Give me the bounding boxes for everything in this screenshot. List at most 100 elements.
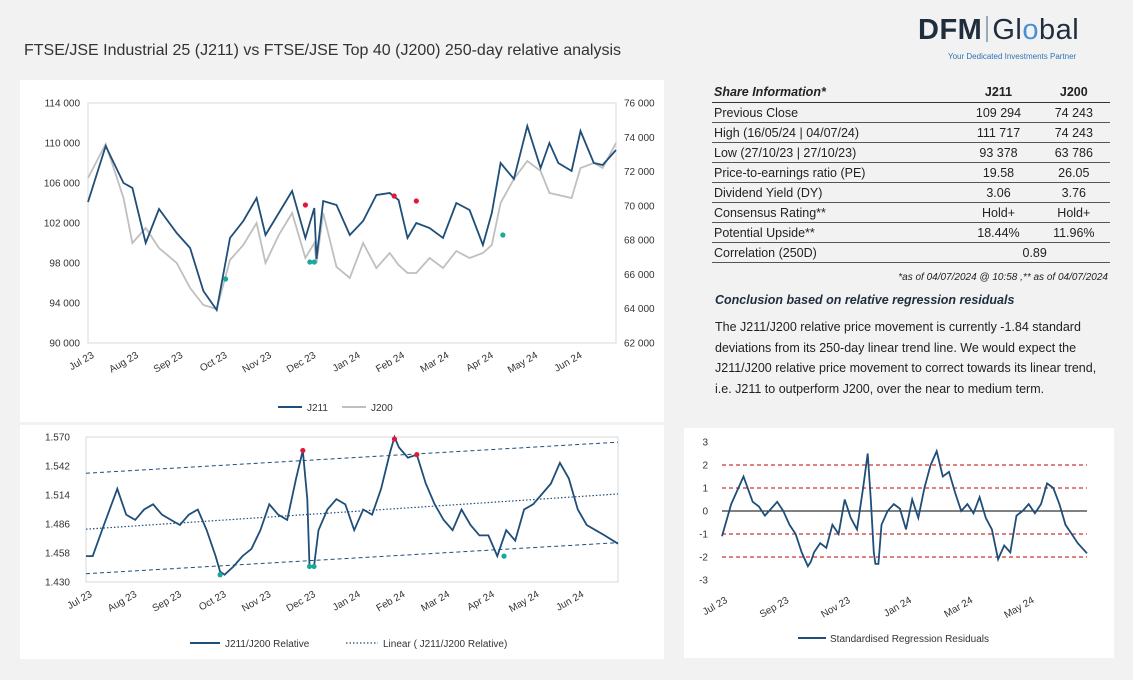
x-tick-label: Mar 24 <box>943 595 976 620</box>
row-j211-value: 111 717 <box>959 122 1038 143</box>
x-tick-label: Apr 24 <box>466 589 497 613</box>
share-information-table: Share Information* J211 J200 Previous Cl… <box>712 84 1110 263</box>
row-j211-value: 18.44% <box>959 222 1038 243</box>
x-tick-label: May 24 <box>507 589 541 615</box>
y-tick-label: -1 <box>699 530 708 541</box>
x-tick-label: Jun 24 <box>554 589 586 614</box>
row-label: Low (27/10/23 | 27/10/23) <box>712 142 960 163</box>
x-tick-label: Mar 24 <box>419 350 452 375</box>
y-right-tick-label: 70 000 <box>624 201 655 212</box>
x-tick-label: Nov 23 <box>819 595 852 621</box>
x-tick-label: Nov 23 <box>241 350 274 376</box>
x-tick-label: Jul 23 <box>66 589 95 612</box>
price-chart: 90 000 94 000 98 000 102 000 106 000 110 000 1… <box>20 80 664 422</box>
x-tick-label: Dec 23 <box>285 350 318 376</box>
y-tick-label: 1.458 <box>45 549 70 560</box>
x-tick-label: Sep 23 <box>151 589 184 615</box>
row-label: Price-to-earnings ratio (PE) <box>712 162 960 183</box>
series-line-j200 <box>87 141 617 311</box>
low-marker <box>501 553 507 559</box>
logo-tagline: Your Dedicated Investments Partner <box>948 52 1077 61</box>
table-row: Previous Close 109 294 74 243 <box>712 102 1110 123</box>
low-marker <box>500 232 506 238</box>
x-tick-label: Jan 24 <box>882 595 914 620</box>
y-tick-label: 1.570 <box>45 433 70 444</box>
x-tick-label: Aug 23 <box>108 350 141 376</box>
x-tick-label: May 24 <box>506 350 540 376</box>
x-tick-label: Jan 24 <box>331 589 363 614</box>
table-row: Low (27/10/23 | 27/10/23) 93 378 63 786 <box>712 142 1110 163</box>
y-tick-label: 1.514 <box>45 491 70 502</box>
row-j200-value: 11.96% <box>1037 222 1110 243</box>
low-marker <box>311 563 317 570</box>
x-tick-label: Apr 24 <box>464 350 495 374</box>
legend-label-relative: J211/J200 Relative <box>225 639 310 650</box>
high-marker <box>414 452 420 458</box>
y-tick-label: 0 <box>702 507 708 518</box>
high-marker <box>391 436 398 442</box>
row-label: Consensus Rating** <box>712 202 960 223</box>
y-tick-label: 3 <box>702 438 708 449</box>
low-marker <box>307 259 313 265</box>
x-tick-label: Sep 23 <box>758 595 791 621</box>
row-j211-value: 3.06 <box>959 182 1038 203</box>
row-j200-value: 26.05 <box>1037 162 1110 183</box>
y-left-tick-label: 90 000 <box>49 339 80 350</box>
legend-label-j200: J200 <box>371 403 393 414</box>
y-right-tick-label: 72 000 <box>624 167 655 178</box>
y-tick-label: 1.430 <box>45 578 70 589</box>
page-title: FTSE/JSE Industrial 25 (J211) vs FTSE/JS… <box>24 42 621 59</box>
x-tick-label: Aug 23 <box>106 589 139 615</box>
y-tick-label: -3 <box>699 576 708 587</box>
x-tick-label: Mar 24 <box>419 589 452 614</box>
row-j200-value: 63 786 <box>1037 142 1110 163</box>
row-label: Dividend Yield (DY) <box>712 182 960 203</box>
linear-trend-line <box>85 493 619 530</box>
series-line-j211 <box>87 122 617 313</box>
dfm-global-logo: DFM Global Your Dedicated Investments Par… <box>918 14 1080 61</box>
y-left-tick-label: 114 000 <box>45 99 81 110</box>
x-tick-label: Sep 23 <box>152 350 185 376</box>
low-marker <box>311 259 317 265</box>
table-row-correlation: Correlation (250D) 0.89 <box>712 242 1110 263</box>
high-marker <box>413 198 419 204</box>
y-tick-label: -2 <box>699 553 708 564</box>
y-tick-label: 1.486 <box>45 520 70 531</box>
high-marker <box>300 447 306 454</box>
row-label: Previous Close <box>712 102 960 123</box>
row-j200-value: 74 243 <box>1037 122 1110 143</box>
y-right-tick-label: 68 000 <box>624 236 655 247</box>
table-row: Potential Upside** 18.44% 11.96% <box>712 222 1110 243</box>
legend: J211/J200 Relative Linear ( J211/J200 Rel… <box>190 639 507 650</box>
y-tick-label: 2 <box>702 461 708 472</box>
legend-label-j211: J211 <box>307 403 328 414</box>
plot-area <box>85 436 619 583</box>
x-tick-label: Feb 24 <box>375 589 408 614</box>
legend-label-linear: Linear ( J211/J200 Relative) <box>383 639 507 650</box>
low-marker <box>306 563 313 570</box>
row-j211-value: Hold+ <box>959 202 1038 223</box>
y-left-tick-label: 110 000 <box>45 139 81 150</box>
y-left-tick-label: 102 000 <box>44 219 81 230</box>
relative-series-line <box>86 434 619 576</box>
row-j211-value: 109 294 <box>959 102 1038 123</box>
share-information-panel: Share Information* J211 J200 Previous Cl… <box>684 78 1114 424</box>
low-marker <box>222 276 229 282</box>
y-right-tick-label: 62 000 <box>624 339 655 350</box>
col-j200-header: J200 <box>1037 84 1110 103</box>
residuals-chart: 3 2 1 0 -1 -2 -3 Jul 23 Sep 23 Nov 23 Jan 24 Mar 24… <box>684 428 1114 658</box>
row-j200-value: 3.76 <box>1037 182 1110 203</box>
legend: Standardised Regression Residuals <box>798 634 989 645</box>
x-tick-label: Jun 24 <box>553 350 585 375</box>
share-info-note: *as of 04/07/2024 @ 10:58 ,** as of 04/0… <box>898 272 1108 283</box>
std-band-line <box>85 542 619 575</box>
x-tick-label: Jan 24 <box>331 350 363 375</box>
x-tick-label: Jul 23 <box>701 595 730 618</box>
x-tick-label: Nov 23 <box>240 589 273 615</box>
y-left-tick-label: 98 000 <box>49 259 80 270</box>
x-tick-label: Oct 23 <box>198 350 229 374</box>
x-tick-label: Dec 23 <box>285 589 318 615</box>
legend-label-residuals: Standardised Regression Residuals <box>830 634 989 645</box>
plot-area <box>87 102 617 344</box>
y-right-tick-label: 76 000 <box>624 99 655 110</box>
